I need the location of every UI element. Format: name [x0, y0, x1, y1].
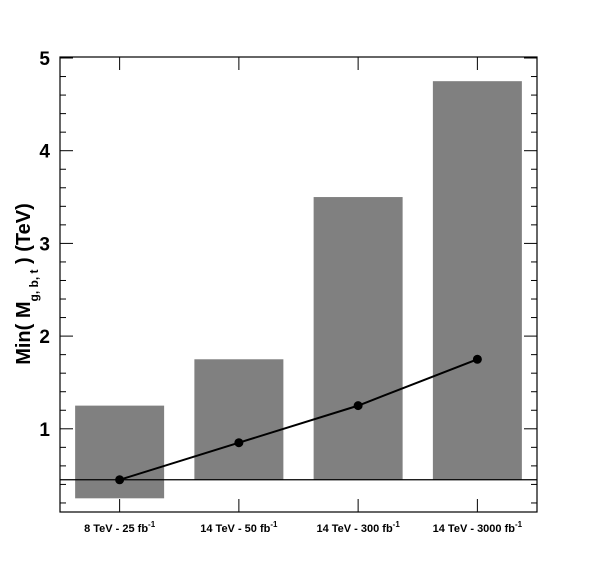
- y-axis-title-subscript: g, b, t: [27, 269, 41, 301]
- y-axis-ticks: [60, 57, 537, 504]
- bar-2: [313, 197, 403, 480]
- bar-3: [432, 81, 522, 480]
- x-tick-label-text: 14 TeV - 50 fb: [200, 523, 270, 535]
- y-tick-label: 5: [39, 49, 50, 70]
- y-tick-label: 4: [39, 142, 50, 163]
- x-tick-label-superscript: -1: [515, 520, 523, 529]
- trend-line: [119, 358, 478, 481]
- x-axis-labels: 8 TeV - 25 fb-1 14 TeV - 50 fb-1 14 TeV - …: [84, 520, 523, 535]
- plot-frame: [59, 56, 538, 513]
- y-tick-label: 2: [39, 327, 50, 348]
- y-axis-title: Min( Mg, b, t ) (TeV): [13, 203, 41, 365]
- x-axis-ticks: [119, 57, 478, 512]
- trend-points: [115, 354, 482, 485]
- trend-point-2: [353, 401, 363, 411]
- trend-point-0: [115, 475, 125, 485]
- bar-1: [194, 359, 284, 480]
- y-axis-title-suffix: ) (TeV): [13, 203, 35, 269]
- bar-0: [75, 405, 165, 499]
- bars: [75, 81, 522, 499]
- x-tick-label-1: 14 TeV - 50 fb-1: [200, 520, 278, 535]
- y-tick-label: 1: [39, 420, 50, 441]
- x-tick-label-text: 14 TeV - 3000 fb: [433, 523, 516, 535]
- y-tick-label: 3: [39, 234, 50, 255]
- x-tick-label-superscript: -1: [270, 520, 278, 529]
- x-tick-label-2: 14 TeV - 300 fb-1: [316, 520, 400, 535]
- x-tick-label-text: 8 TeV - 25 fb: [84, 523, 148, 535]
- y-axis-labels: 1 2 3 4 5: [39, 49, 50, 441]
- x-tick-label-superscript: -1: [148, 520, 156, 529]
- trend-point-1: [234, 438, 244, 448]
- x-tick-label-0: 8 TeV - 25 fb-1: [84, 520, 156, 535]
- x-tick-label-3: 14 TeV - 3000 fb-1: [433, 520, 523, 535]
- y-axis-title-prefix: Min( M: [13, 301, 35, 364]
- trend-point-3: [472, 354, 482, 364]
- x-tick-label-superscript: -1: [393, 520, 401, 529]
- x-tick-label-text: 14 TeV - 300 fb: [316, 523, 392, 535]
